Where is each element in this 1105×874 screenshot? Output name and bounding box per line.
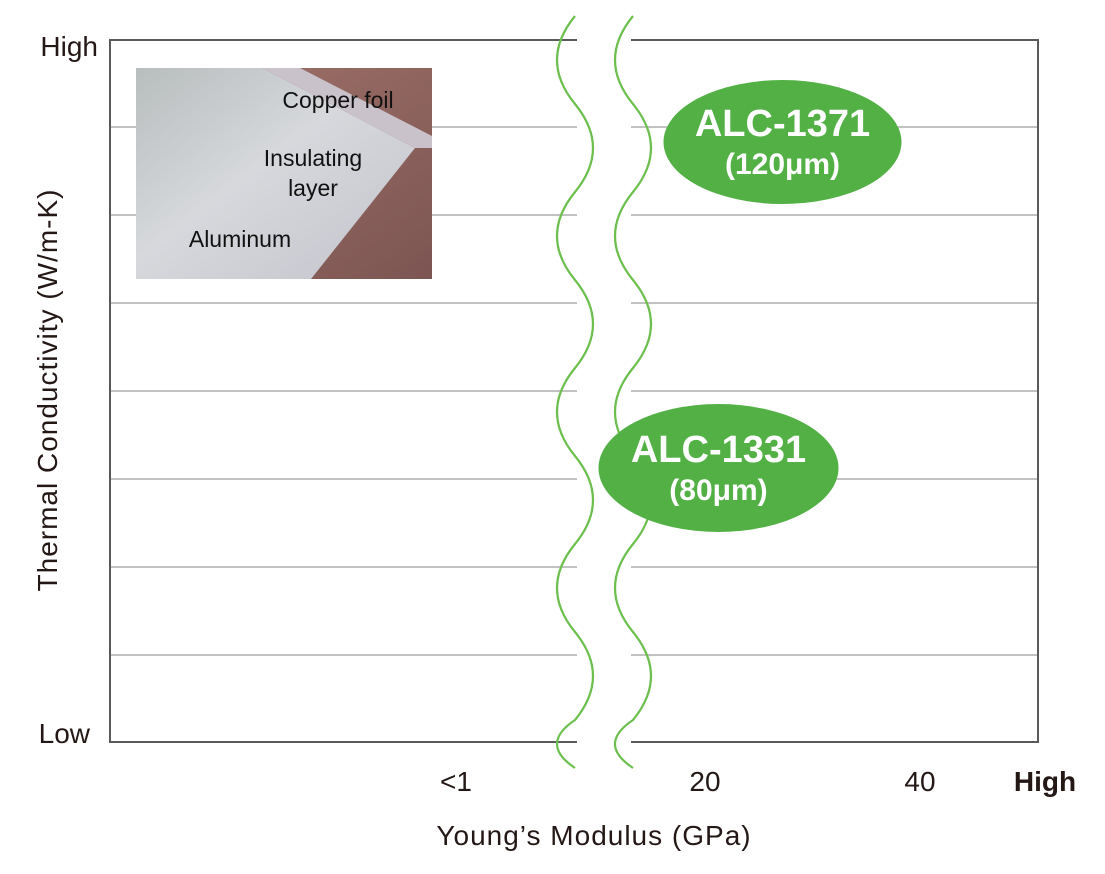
inset-photo: Copper foil Insulating layer Aluminum	[136, 68, 432, 279]
data-point-thickness: (80μm)	[669, 474, 767, 507]
axis-break-line-left	[556, 15, 594, 769]
data-point-label: ALC-1331	[631, 429, 806, 471]
data-point-label: ALC-1371	[695, 103, 870, 145]
inset-label-insulating: Insulating	[264, 145, 362, 171]
axis-break	[556, 15, 652, 769]
inset-label-layer: layer	[288, 175, 338, 201]
y-axis-title: Thermal Conductivity (W/m-K)	[32, 189, 63, 592]
data-point-thickness: (120μm)	[725, 148, 840, 181]
inset-label-aluminum: Aluminum	[189, 226, 291, 252]
data-points: ALC-1371(120μm) ALC-1331(80μm)	[598, 80, 902, 532]
x-tick-high: High	[1014, 766, 1076, 797]
y-tick-high: High	[40, 31, 98, 62]
plot-frame	[109, 39, 1039, 743]
inset-label-copper-foil: Copper foil	[282, 87, 393, 113]
data-point-bubble	[663, 80, 902, 204]
data-point-bubble	[598, 404, 839, 532]
x-tick-40: 40	[904, 766, 935, 797]
x-axis-title: Young’s Modulus (GPa)	[436, 820, 751, 851]
inset-photo-edge	[262, 68, 432, 148]
axis-break-line-right	[614, 15, 652, 769]
data-point-alc-1331: ALC-1331(80μm)	[598, 404, 839, 532]
axis-break-gap	[577, 18, 631, 766]
x-tick-less-than-1: <1	[440, 766, 472, 797]
x-tick-20: 20	[689, 766, 720, 797]
data-point-alc-1371: ALC-1371(120μm)	[663, 80, 902, 204]
y-tick-low: Low	[39, 718, 91, 749]
inset-photo-metal	[136, 68, 415, 279]
